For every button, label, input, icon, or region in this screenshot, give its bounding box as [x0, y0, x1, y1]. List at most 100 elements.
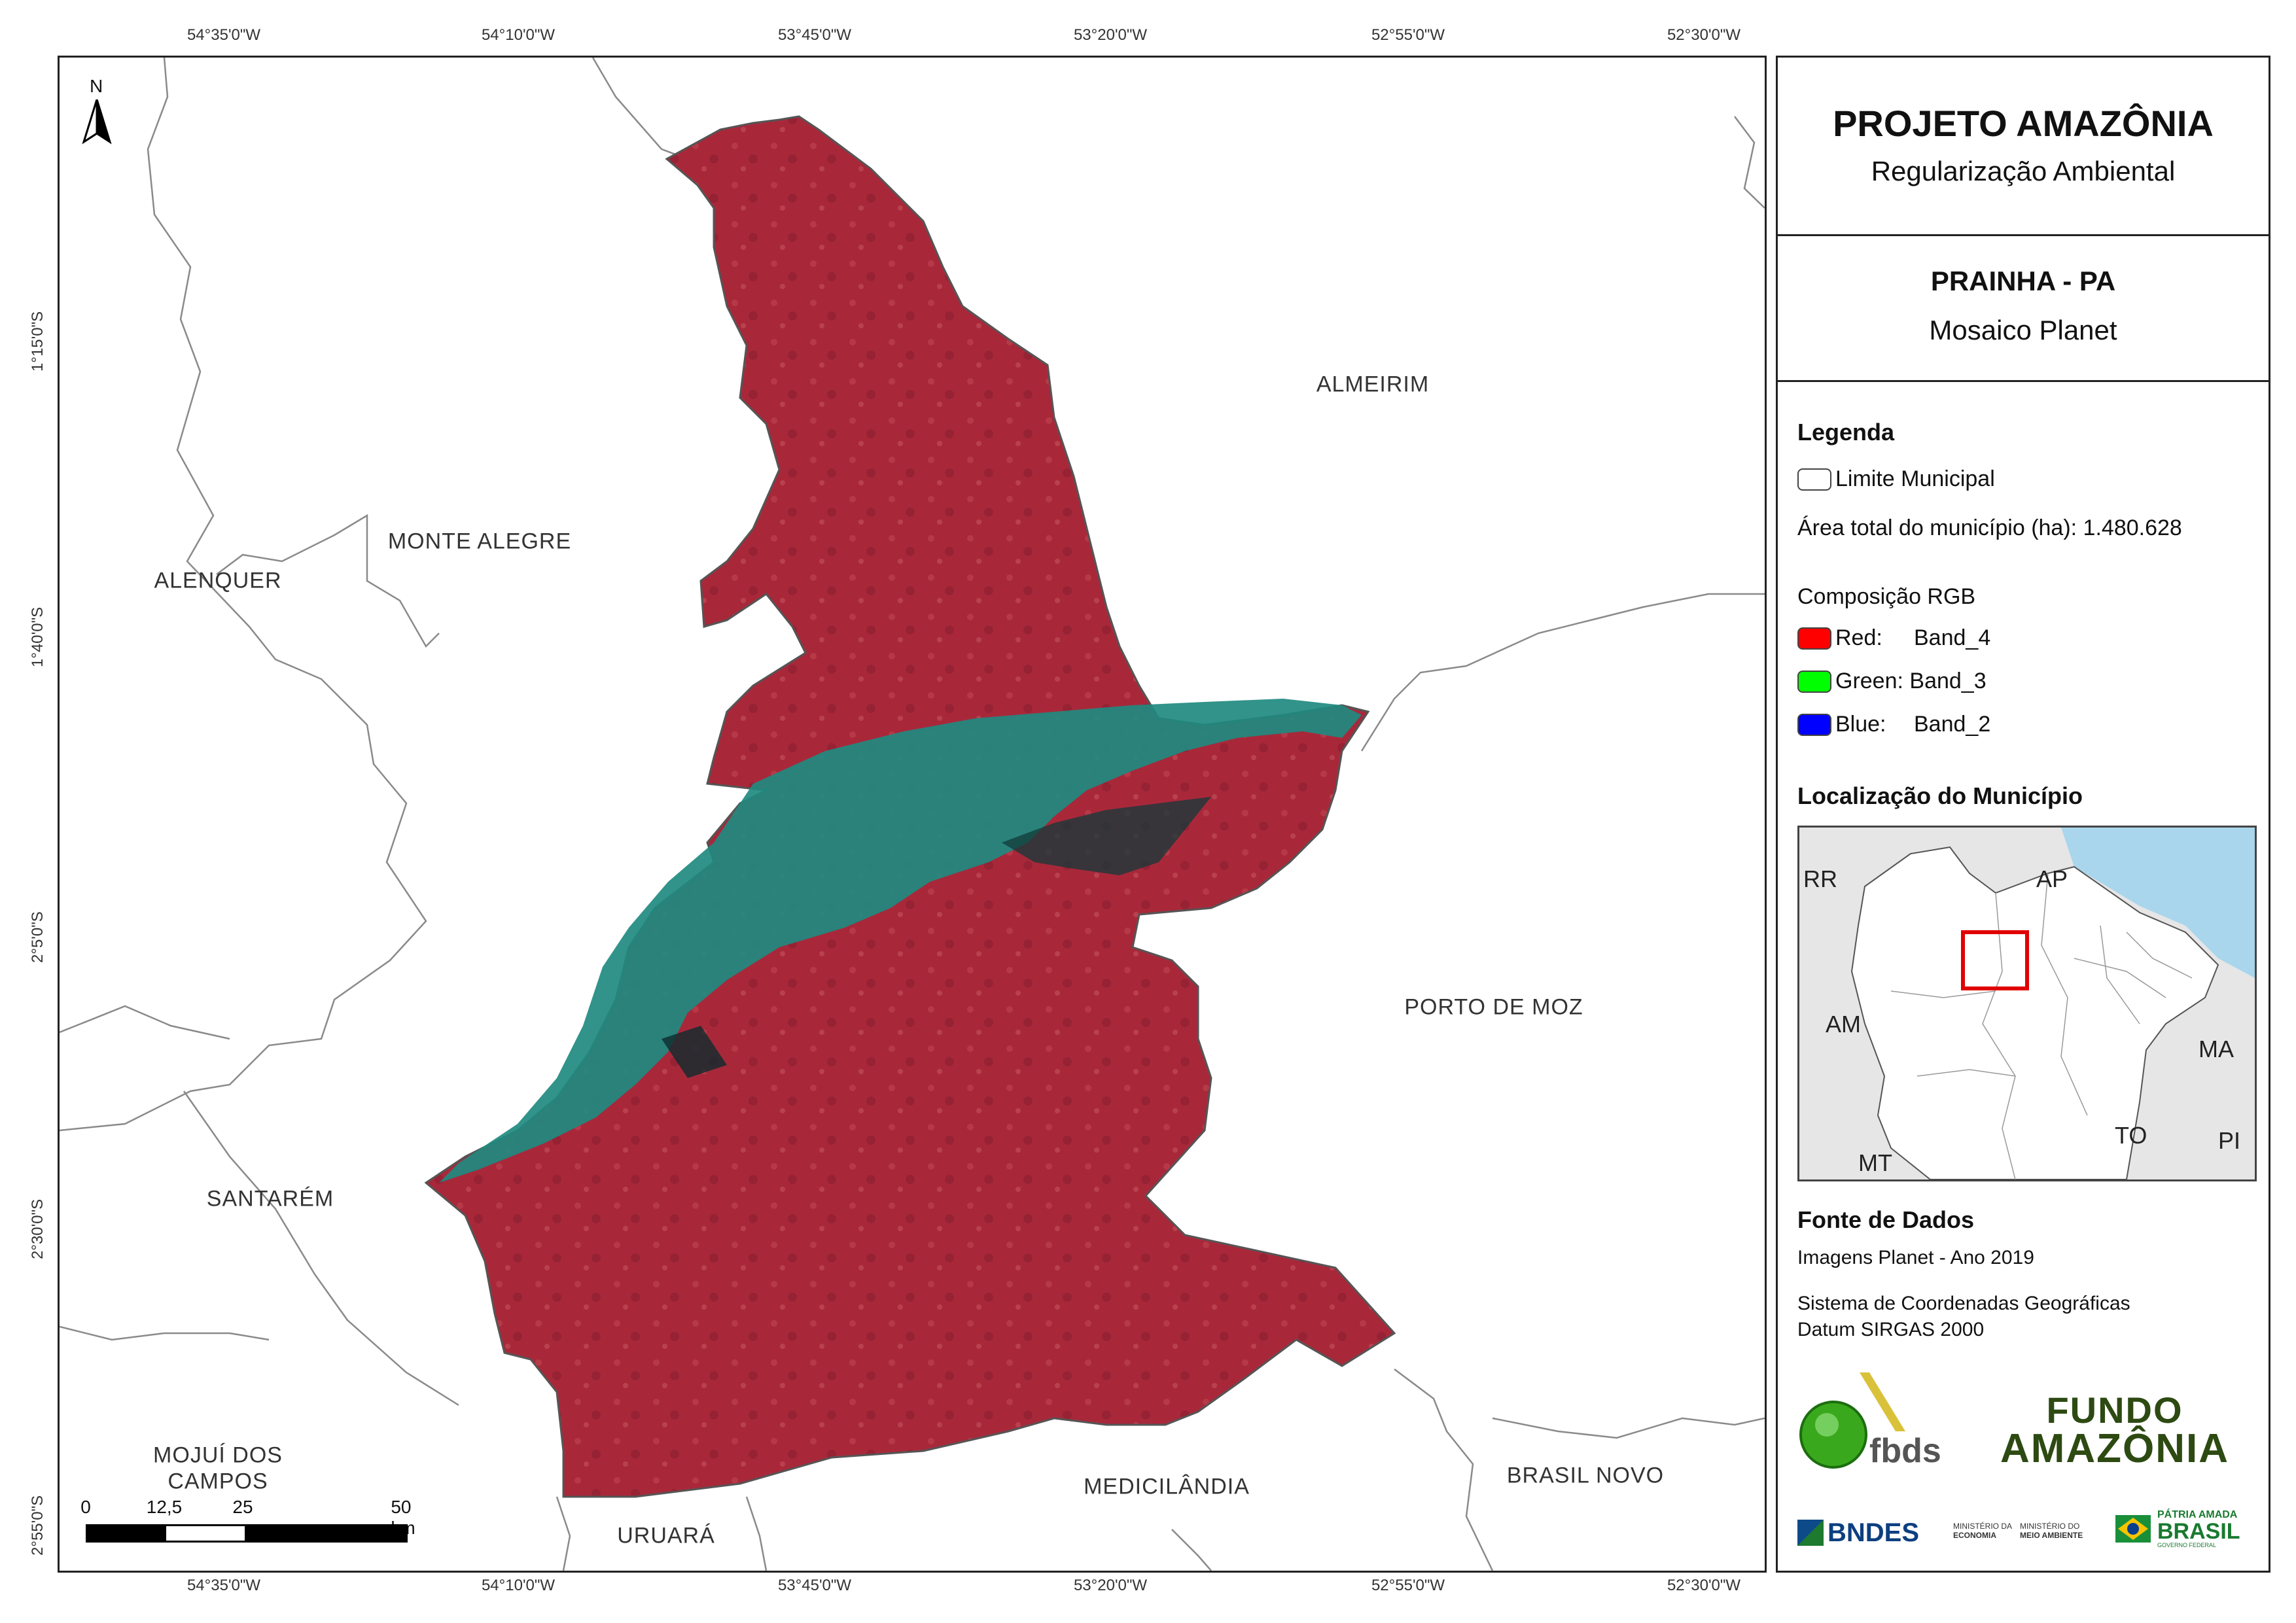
label-uruara: URUARÁ: [617, 1523, 715, 1548]
top-longitude-label: 52°30'0"W: [1667, 26, 1741, 44]
title-section: PROJETO AMAZÔNIA Regularização Ambiental: [1778, 58, 2269, 236]
top-longitude-label: 53°45'0"W: [777, 26, 852, 44]
bottom-longitude-label: 52°55'0"W: [1371, 1577, 1445, 1594]
left-latitude-label: 2°5'0"S: [29, 911, 46, 963]
ministry-economy-line1: MINISTÉRIO DA: [1953, 1522, 2013, 1531]
patria-line1: PÁTRIA AMADA: [2157, 1509, 2238, 1520]
info-panel: PROJETO AMAZÔNIA Regularização Ambiental…: [1776, 56, 2270, 1573]
top-longitude-label: 54°10'0"W: [481, 26, 556, 44]
ministry-environment: MINISTÉRIO DO MEIO AMBIENTE: [2020, 1522, 2083, 1541]
sources-line2: Sistema de Coordenadas Geográficas: [1797, 1293, 2130, 1314]
sources-line3: Datum SIRGAS 2000: [1797, 1319, 1985, 1340]
fbds-text: fbds: [1869, 1432, 1941, 1470]
bndes-text: BNDES: [1828, 1518, 1920, 1547]
legend-area-label: Área total do município (ha): 1.480.628: [1797, 515, 2182, 540]
scale-label: 12,5: [146, 1497, 183, 1517]
amazonia-text: AMAZÔNIA: [2000, 1426, 2230, 1471]
label-alenquer: ALENQUER: [154, 568, 282, 593]
state-label: PI: [2218, 1127, 2241, 1154]
fundo-amazonia-logo: FUNDO AMAZÔNIA: [1974, 1392, 2255, 1471]
red-band: Band_4: [1914, 625, 1991, 650]
state-label: MT: [1858, 1149, 1892, 1176]
bottom-longitude-label: 53°20'0"W: [1073, 1577, 1148, 1594]
fbds-logo-icon: [1799, 1372, 1905, 1469]
blue-swatch: [1797, 713, 1831, 736]
sources-heading: Fonte de Dados: [1797, 1206, 1975, 1233]
top-longitude-label: 54°35'0"W: [186, 26, 261, 44]
bottom-longitude-label: 54°10'0"W: [481, 1577, 556, 1594]
location-map-canvas: [1799, 828, 2255, 1179]
project-subtitle: Regularização Ambiental: [1871, 156, 2176, 186]
ministry-economy: MINISTÉRIO DA ECONOMIA: [1953, 1522, 2012, 1541]
label-brasil-novo: BRASIL NOVO: [1506, 1463, 1665, 1488]
municipal-boundaries: [60, 58, 1765, 1571]
label-medicilandia: MEDICILÂNDIA: [1084, 1474, 1250, 1499]
location-heading: Localização do Município: [1797, 782, 2083, 809]
brazil-flag-icon: [2115, 1515, 2151, 1543]
green-swatch: [1797, 670, 1831, 693]
dark-lake: [662, 1026, 727, 1078]
map-subtitle: Mosaico Planet: [1929, 315, 2117, 345]
blue-band: Band_2: [1914, 712, 1991, 737]
north-arrow-label: N: [90, 76, 103, 96]
legend-area: Área total do município (ha): 1.480.628: [1797, 515, 2182, 541]
north-arrow: N: [78, 76, 117, 148]
location-map: RR AP AM MA TO PI MT: [1797, 826, 2257, 1181]
red-label: Red:: [1835, 625, 1882, 650]
legend-red: Red: Band_4: [1797, 625, 1990, 651]
ministry-economy-line2: ECONOMIA: [1953, 1531, 1996, 1541]
sources-line1: Imagens Planet - Ano 2019: [1797, 1247, 2034, 1268]
blue-label: Blue:: [1835, 712, 1886, 737]
legend-limit: Limite Municipal: [1797, 466, 1995, 492]
scale-label: 25: [232, 1497, 253, 1517]
state-label: TO: [2115, 1122, 2147, 1149]
label-almeirim: ALMEIRIM: [1316, 372, 1430, 397]
scale-bar-graphic: [86, 1524, 408, 1543]
label-mojui-line2: CAMPOS: [168, 1469, 268, 1494]
state-label: MA: [2199, 1036, 2234, 1062]
map-canvas: [60, 58, 1765, 1571]
fbds-logo: fbds: [1797, 1372, 1954, 1471]
green-label: Green: Band_3: [1835, 669, 1987, 693]
label-porto-de-moz: PORTO DE MOZ: [1404, 994, 1583, 1020]
top-longitude-label: 52°55'0"W: [1371, 26, 1445, 44]
project-title: PROJETO AMAZÔNIA: [1833, 103, 2214, 144]
state-label: RR: [1803, 865, 1837, 892]
scale-label: 0: [80, 1497, 91, 1517]
river-floodplain: [439, 699, 1362, 1183]
bndes-logo: BNDES: [1797, 1516, 1919, 1549]
locator-highlight: [1961, 930, 2029, 990]
legend-green: Green: Band_3: [1797, 669, 1987, 694]
left-latitude-label: 1°15'0"S: [29, 311, 46, 372]
patria-amada-logo: PÁTRIA AMADA BRASIL GOVERNO FEDERAL: [2113, 1509, 2240, 1549]
legend-heading: Legenda: [1797, 419, 1895, 445]
state-label: AM: [1826, 1011, 1861, 1038]
legend-limit-label: Limite Municipal: [1835, 466, 1995, 491]
rgb-heading: Composição RGB: [1797, 584, 1976, 609]
bottom-longitude-label: 52°30'0"W: [1667, 1577, 1741, 1594]
bottom-longitude-label: 53°45'0"W: [777, 1577, 852, 1594]
legend-rgb-heading: Composição RGB: [1797, 584, 1975, 610]
patria-line3: GOVERNO FEDERAL: [2157, 1541, 2217, 1548]
label-mojui-line1: MOJUÍ DOS: [153, 1442, 283, 1468]
ministry-environment-line2: MEIO AMBIENTE: [2020, 1531, 2083, 1541]
scale-bar: 0 12,5 25 50 km: [79, 1497, 419, 1549]
patria-line2: BRASIL: [2157, 1518, 2240, 1544]
label-santarem: SANTARÉM: [206, 1186, 334, 1212]
red-swatch: [1797, 627, 1831, 650]
legend-blue: Blue: Band_2: [1797, 712, 1990, 737]
state-label: AP: [2036, 865, 2068, 892]
left-latitude-label: 2°55'0"S: [29, 1495, 46, 1556]
bottom-longitude-label: 54°35'0"W: [186, 1577, 261, 1594]
ministry-environment-line1: MINISTÉRIO DO: [2020, 1522, 2080, 1531]
fundo-text: FUNDO: [2046, 1389, 2183, 1431]
bndes-icon: [1797, 1520, 1824, 1546]
map-title-section: PRAINHA - PA Mosaico Planet: [1778, 236, 2269, 382]
map-frame: N ALMEIRIM MONTE ALEGRE ALENQUER PORTO D…: [58, 56, 1767, 1573]
north-arrow-icon: [82, 99, 112, 145]
label-monte-alegre: MONTE ALEGRE: [387, 529, 572, 554]
left-latitude-label: 2°30'0"S: [29, 1198, 46, 1259]
top-longitude-label: 53°20'0"W: [1073, 26, 1148, 44]
left-latitude-label: 1°40'0"S: [29, 606, 46, 667]
limit-swatch: [1797, 468, 1831, 491]
